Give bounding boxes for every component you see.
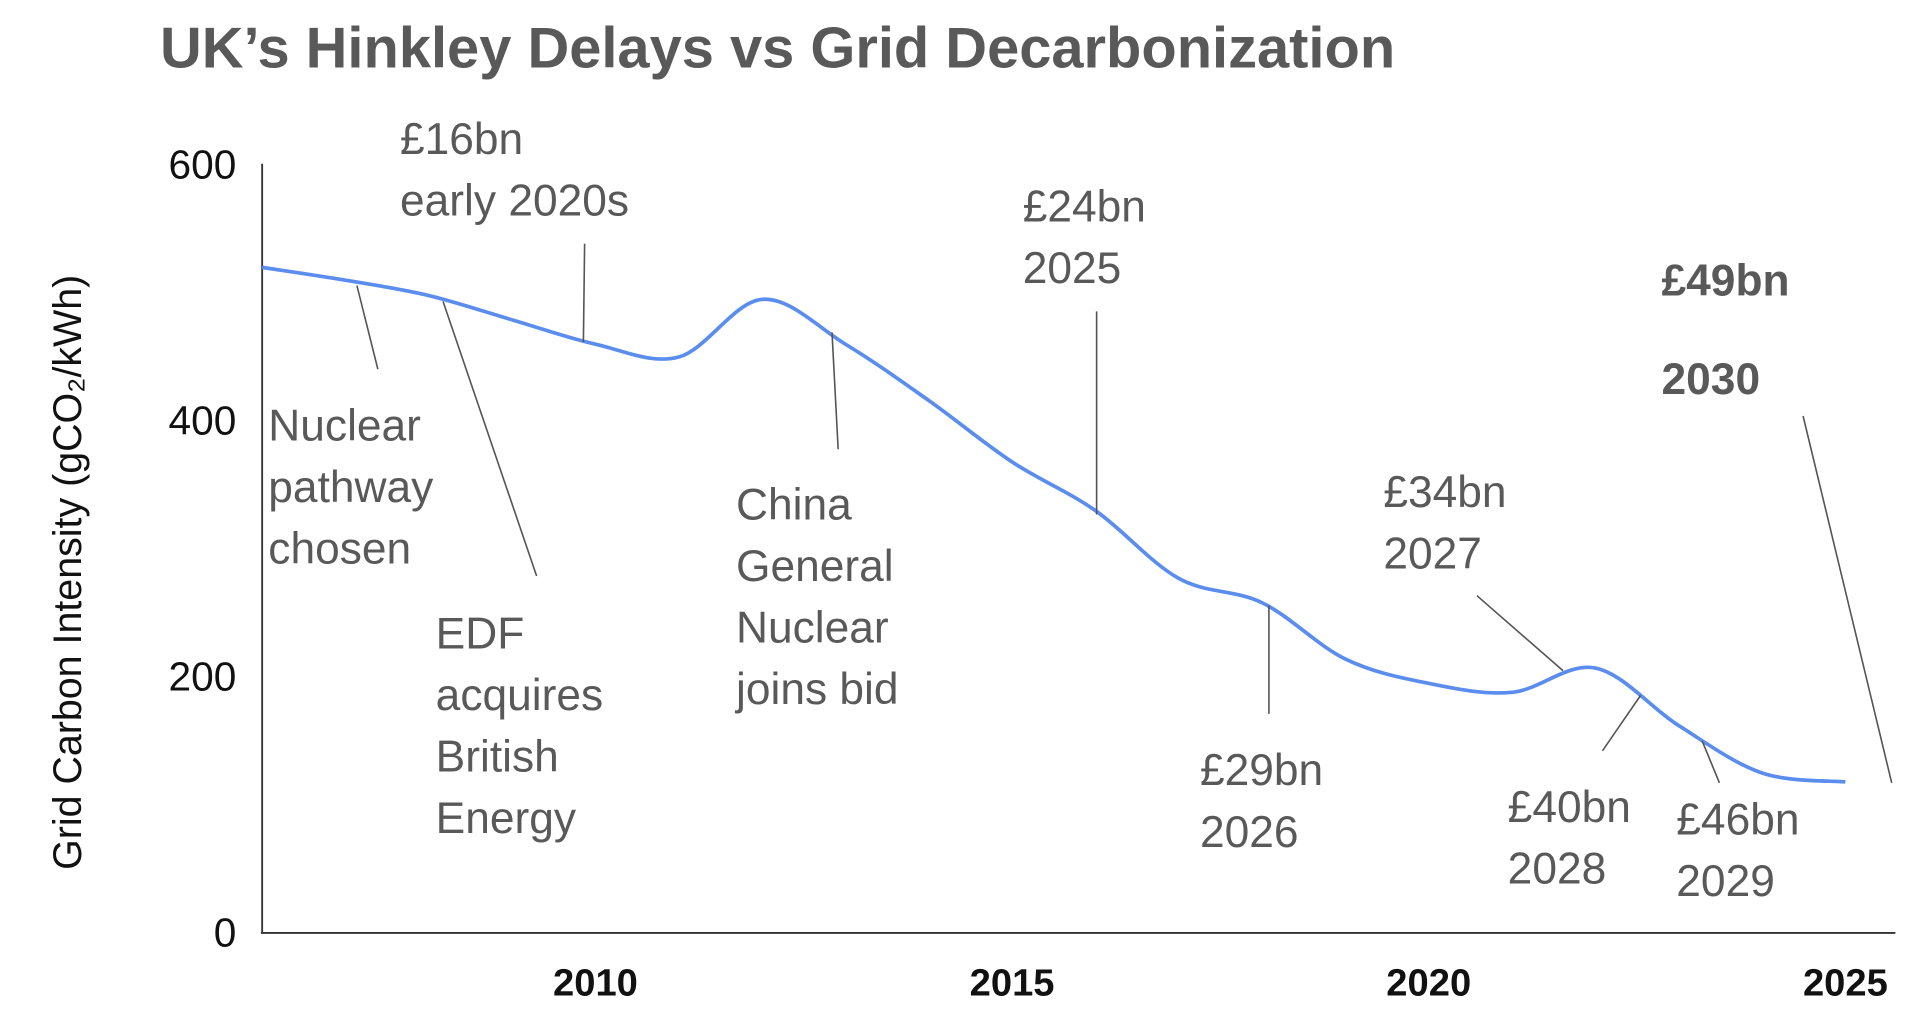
- annotation-line: £40bn: [1508, 783, 1631, 832]
- annotation-line: 2030: [1662, 355, 1761, 404]
- annotation-leader: [582, 243, 586, 343]
- annotation-line: 2028: [1508, 845, 1607, 894]
- annotation-line: £46bn: [1676, 795, 1799, 844]
- annotation: £34bn 2027: [1383, 468, 1506, 579]
- annotation: £16bn early 2020s: [400, 115, 629, 226]
- annotation: £46bn 2029: [1676, 795, 1799, 906]
- annotation-leader: [831, 332, 839, 450]
- y-tick-label: 600: [169, 141, 237, 187]
- annotation-line: pathway: [268, 463, 434, 512]
- y-tick-label: 400: [169, 397, 237, 443]
- annotation-line: EDF: [436, 610, 525, 659]
- data-line: [261, 265, 1846, 784]
- annotation-line: £29bn: [1200, 746, 1323, 795]
- annotation: £49bn 2030: [1662, 256, 1790, 403]
- chart-title: UK’s Hinkley Delays vs Grid Decarbonizat…: [160, 17, 1395, 81]
- annotation-leader: [1701, 740, 1721, 784]
- annotation-leader: [442, 301, 538, 577]
- annotation-leader: [1476, 595, 1564, 672]
- annotation-line: 2029: [1676, 857, 1775, 906]
- annotation-line: Energy: [436, 794, 577, 843]
- annotation: EDF acquires British Energy: [436, 610, 603, 844]
- annotation-line: Nuclear: [736, 603, 889, 652]
- annotation-line: Nuclear: [268, 402, 421, 451]
- annotation-line: joins bid: [734, 665, 899, 714]
- annotation: £29bn 2026: [1200, 746, 1323, 857]
- annotation-line: acquires: [436, 671, 603, 720]
- x-tick-label: 2010: [553, 962, 638, 1005]
- x-tick-label: 2025: [1803, 962, 1888, 1005]
- annotation: £24bn 2025: [1023, 183, 1146, 294]
- annotation-leader: [1802, 415, 1893, 783]
- x-tick-label: 2015: [970, 962, 1055, 1005]
- annotation-line: £16bn: [400, 115, 523, 164]
- annotation: £40bn 2028: [1508, 783, 1631, 894]
- y-tick-label: 200: [169, 653, 237, 699]
- annotation-line: early 2020s: [400, 176, 629, 225]
- annotation-line: China: [736, 480, 852, 529]
- annotation-leader: [356, 285, 379, 370]
- x-tick-label: 2020: [1386, 962, 1471, 1005]
- annotation-line: 2027: [1383, 530, 1482, 579]
- annotation: Nuclear pathway chosen: [268, 402, 434, 574]
- annotation-line: British: [436, 733, 559, 782]
- annotation: China General Nuclear joins bid: [734, 480, 899, 714]
- annotation-leader: [1601, 694, 1642, 752]
- annotation-line: General: [736, 542, 894, 591]
- y-axis-label: Grid Carbon Intensity (gCO₂/kWh): [46, 275, 90, 870]
- annotation-line: 2025: [1023, 244, 1122, 293]
- annotation-line: chosen: [268, 525, 411, 574]
- annotation-line: £24bn: [1023, 183, 1146, 232]
- annotation-line: £34bn: [1383, 468, 1506, 517]
- annotation-line: 2026: [1200, 808, 1299, 857]
- annotation-line: £49bn: [1662, 256, 1790, 305]
- y-tick-label: 0: [214, 909, 237, 955]
